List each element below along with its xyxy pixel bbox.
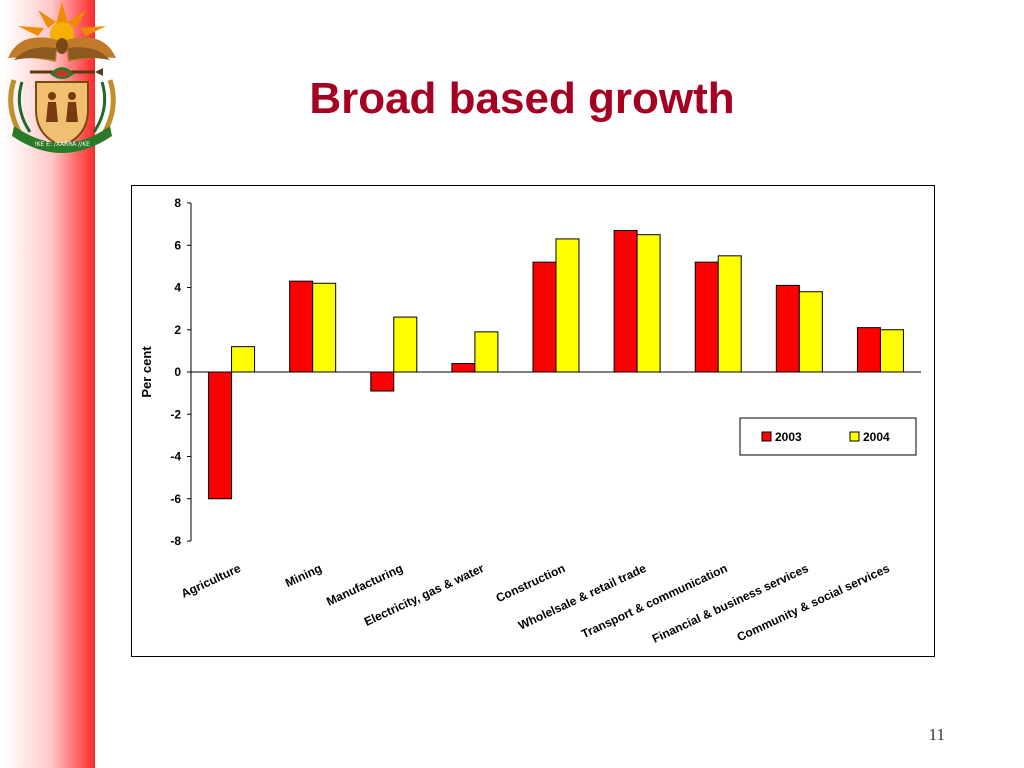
category-label: Construction — [494, 561, 568, 605]
svg-text:!KE E: /XARRA //KE: !KE E: /XARRA //KE — [34, 141, 90, 148]
legend-swatch-2003 — [761, 431, 772, 442]
bar-2004-7 — [717, 255, 742, 373]
chart-frame: 8 6 4 2 0 -2 -4 -6 -8 Per cent Agriculture Mining Ma… — [131, 185, 935, 657]
category-label: Transport & communication — [579, 561, 729, 641]
bar-2004-5 — [555, 238, 580, 373]
category-label: Agriculture — [179, 561, 243, 601]
bar-2004-9 — [879, 329, 904, 373]
bar-2003-1 — [208, 371, 233, 500]
y-tick-label: -2 — [170, 407, 181, 421]
y-tick-label: -4 — [170, 450, 181, 464]
category-label: Community & social services — [735, 561, 892, 644]
bar-2004-8 — [798, 291, 823, 373]
bar-2003-5 — [532, 261, 557, 373]
y-tick-label: -8 — [170, 534, 181, 548]
category-label: Financial & business services — [650, 561, 811, 646]
coat-of-arms-logo: !KE E: /XARRA //KE — [8, 2, 116, 153]
bar-2004-2 — [312, 282, 337, 373]
bar-2004-6 — [636, 234, 661, 373]
y-tick-label: 2 — [174, 323, 181, 337]
legend-label-2004: 2004 — [863, 430, 890, 444]
bar-2003-6 — [613, 229, 638, 373]
y-tick-label: 8 — [174, 196, 181, 210]
category-label: Wholelsale & retail trade — [516, 561, 649, 633]
y-tick-label: 6 — [174, 238, 181, 252]
bar-2003-9 — [856, 327, 881, 373]
bar-2003-8 — [775, 284, 800, 373]
slide-title: Broad based growth — [309, 74, 735, 123]
bar-2003-7 — [694, 261, 719, 373]
bar-2004-4 — [474, 331, 499, 373]
y-tick-label: -6 — [170, 492, 181, 506]
y-tick-label: 4 — [174, 281, 181, 295]
bar-2003-2 — [289, 280, 314, 373]
category-label: Mining — [283, 561, 324, 590]
legend-label-2003: 2003 — [775, 430, 802, 444]
legend-swatch-2004 — [849, 431, 860, 442]
bar-2003-4 — [451, 363, 476, 373]
bar-2004-3 — [393, 316, 418, 373]
bar-2003-3 — [370, 371, 395, 392]
y-tick-label: 0 — [174, 365, 181, 379]
page-number: 11 — [928, 725, 945, 744]
y-axis-label: Per cent — [139, 346, 154, 398]
bar-2004-1 — [231, 346, 256, 373]
